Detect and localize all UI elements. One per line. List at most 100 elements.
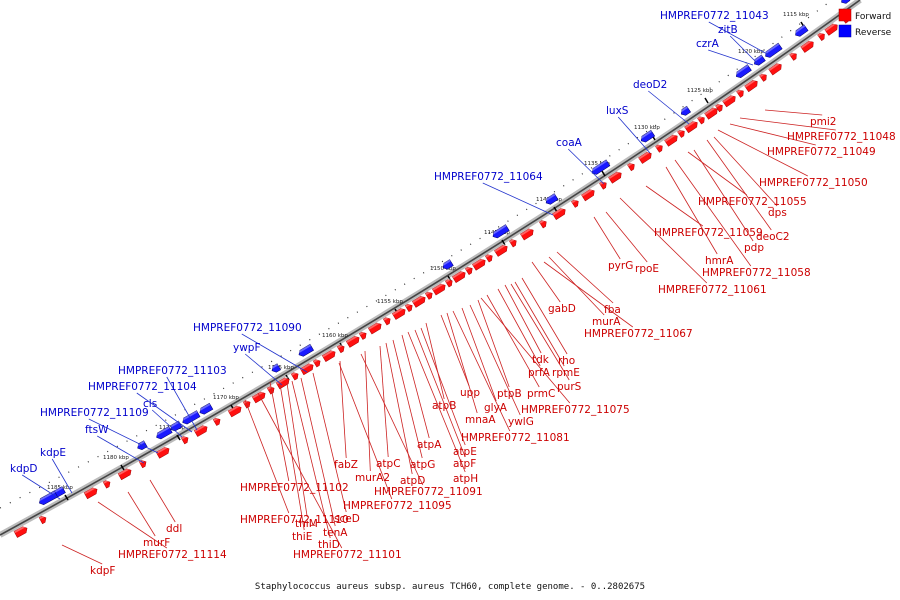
gene-label-coaa: coaA — [556, 137, 583, 149]
gene-label-dps: dps — [768, 207, 787, 219]
gene-feature — [266, 385, 275, 395]
gene-label-hmpref0772-11050: HMPREF0772_11050 — [759, 177, 868, 189]
gene-feature — [424, 290, 433, 300]
leader-line — [360, 353, 424, 486]
leader-line — [440, 314, 470, 387]
gene-feature — [763, 42, 783, 58]
svg-text:1150 kbp: 1150 kbp — [430, 266, 456, 272]
leader-line — [21, 474, 61, 500]
leader-line — [51, 458, 73, 494]
gene-label-pmi2: pmi2 — [810, 116, 837, 128]
gene-feature — [198, 402, 214, 415]
leader-line — [446, 312, 478, 414]
gene-label-fba: fba — [604, 304, 621, 316]
gene-feature — [297, 343, 314, 357]
backbone — [0, 0, 862, 538]
gene-feature — [768, 61, 782, 76]
gene-label-atpf: atpF — [453, 458, 476, 470]
gene-label-hmpref0772-11048: HMPREF0772_11048 — [787, 131, 896, 143]
tick-1115-kbp: 1115 kbp — [783, 12, 809, 28]
svg-text:1135 kbp: 1135 kbp — [584, 161, 610, 167]
leader-line — [97, 501, 168, 549]
gene-feature — [382, 315, 391, 326]
gene-label-mura2: murA2 — [355, 472, 390, 484]
gene-label-atpg: atpG — [410, 459, 435, 471]
leader-line — [708, 21, 770, 56]
leader-line — [401, 334, 430, 439]
gene-label-zitb: zitB — [718, 24, 738, 36]
svg-text:1120 kbp: 1120 kbp — [738, 49, 764, 55]
genome-caption: Staphylococcus aureus subsp. aureus TCH6… — [255, 582, 645, 592]
leader-line — [593, 216, 621, 260]
leader-line — [312, 372, 347, 513]
gene-label-ptpb: ptpB — [497, 388, 522, 400]
gene-label-prmc: prmC — [527, 388, 555, 400]
svg-text:1155 kbp: 1155 kbp — [377, 299, 403, 305]
leader-line — [514, 281, 565, 367]
gene-feature — [251, 390, 266, 404]
gene-feature — [270, 363, 282, 373]
leader-line — [674, 159, 752, 267]
gene-feature — [227, 404, 242, 418]
legend-reverse-label: Reverse — [855, 28, 892, 38]
leader-line — [764, 109, 823, 116]
leader-line — [149, 479, 176, 523]
gene-feature — [441, 259, 454, 270]
leader-line — [425, 322, 445, 400]
gene-label-kdpd: kdpD — [10, 463, 38, 475]
leader-line — [452, 310, 511, 432]
gene-label-rho: rho — [558, 355, 575, 367]
gene-feature — [590, 159, 611, 175]
leader-line — [486, 294, 540, 388]
gene-feature — [321, 348, 336, 362]
gene-feature — [38, 514, 47, 525]
gene-label-atpe: atpE — [453, 446, 477, 458]
leader-line — [414, 329, 466, 458]
leader-line — [729, 123, 816, 146]
gene-feature — [824, 22, 838, 36]
gene-label-atph: atpH — [453, 473, 478, 485]
gene-label-deoc2: deoC2 — [756, 231, 790, 243]
leader-line — [687, 151, 748, 196]
leader-line — [645, 185, 704, 227]
svg-text:1165 kbp: 1165 kbp — [268, 365, 294, 371]
gene-label-deod2: deoD2 — [633, 79, 667, 91]
gene-feature — [679, 105, 692, 116]
leader-line — [531, 261, 561, 303]
leader-line — [279, 383, 305, 531]
leader-line — [338, 362, 393, 500]
leader-layer — [21, 21, 836, 565]
gene-feature — [734, 64, 752, 78]
gene-feature — [193, 423, 208, 437]
leader-line — [300, 377, 336, 527]
leader-line — [648, 90, 690, 125]
leader-line — [244, 353, 283, 386]
gene-label-ddl: ddl — [166, 523, 182, 535]
gene-feature — [117, 467, 132, 481]
gene-label-murf: murF — [143, 537, 170, 549]
gene-label-thid: thiD — [318, 539, 340, 551]
gene-feature — [638, 150, 652, 164]
leader-line — [619, 197, 708, 284]
gene-feature — [102, 479, 111, 489]
gene-feature — [451, 269, 466, 283]
leader-line — [241, 333, 308, 373]
leader-line — [461, 307, 497, 402]
gene-feature — [571, 198, 579, 208]
gene-label-cls: cls — [143, 398, 157, 410]
gene-feature — [839, 0, 851, 4]
leader-line — [127, 491, 156, 537]
leader-line — [61, 544, 103, 565]
svg-text:1170 kbp: 1170 kbp — [213, 395, 239, 401]
leader-line — [521, 277, 568, 355]
gene-feature — [715, 102, 723, 113]
gene-label-glya: glyA — [484, 402, 508, 414]
gene-feature — [404, 302, 413, 312]
gene-feature — [697, 114, 705, 125]
gene-label-hmpref0772-11102: HMPREF0772_11102 — [240, 482, 349, 494]
gene-label-gabd: gabD — [548, 303, 576, 315]
gene-label-pdp: pdp — [744, 242, 764, 254]
gene-label-kdpe: kdpE — [40, 447, 66, 459]
gene-feature — [212, 416, 221, 426]
